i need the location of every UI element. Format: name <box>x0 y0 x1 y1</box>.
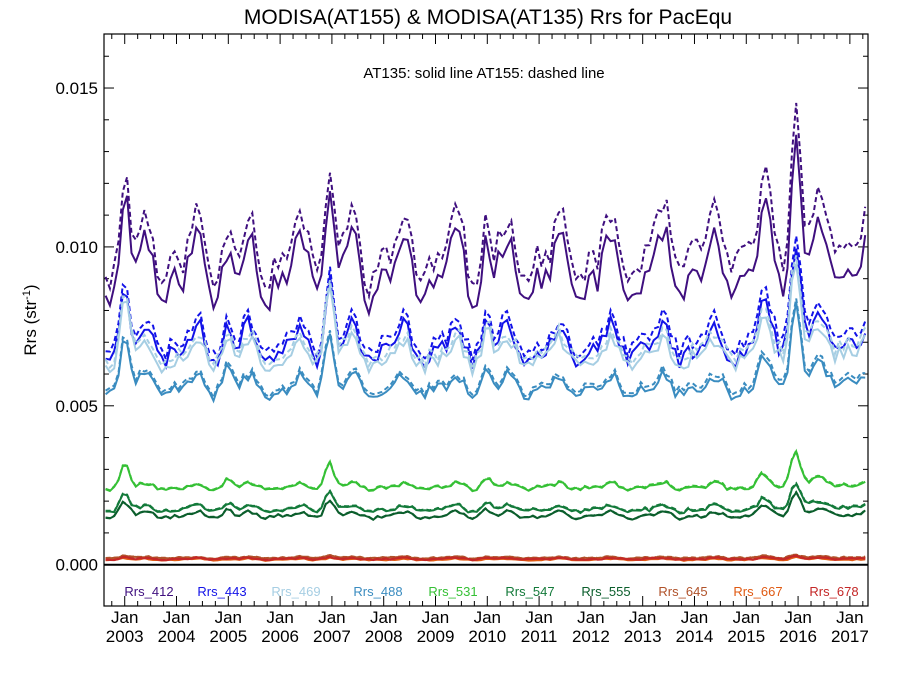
legend-item-rrs-547: Rrs_547 <box>505 584 554 599</box>
legend-item-rrs-555: Rrs_555 <box>581 584 630 599</box>
x-tick-month: Jan <box>525 608 552 627</box>
legend-item-rrs-443: Rrs_443 <box>197 584 246 599</box>
legend: Rrs_412 Rrs_443 Rrs_469 Rrs_488 Rrs_531 Rrs_5… <box>124 584 858 599</box>
x-tick-year: 2008 <box>365 627 403 646</box>
x-tick-year: 2015 <box>727 627 765 646</box>
x-axis: Jan2003Jan2004Jan2005Jan2006Jan2007Jan20… <box>106 34 869 646</box>
x-tick-year: 2005 <box>209 627 247 646</box>
x-tick-month: Jan <box>836 608 863 627</box>
series-line-at135-rrs-678 <box>105 554 866 562</box>
y-axis-label-close: ) <box>21 284 40 290</box>
x-tick-year: 2003 <box>106 627 144 646</box>
series-line-at155-rrs-412 <box>104 102 867 301</box>
y-axis-label-sup: -1 <box>21 290 33 300</box>
series-line-at135-rrs-488 <box>104 302 866 404</box>
x-tick-year: 2010 <box>468 627 506 646</box>
y-tick-label: 0.010 <box>55 238 98 257</box>
legend-item-rrs-531: Rrs_531 <box>428 584 477 599</box>
y-tick-label: 0.015 <box>55 79 98 98</box>
series-line-at155-rrs-443 <box>105 235 867 363</box>
legend-item-rrs-469: Rrs_469 <box>271 584 320 599</box>
series-line-at135-rrs-531 <box>105 448 866 493</box>
x-tick-month: Jan <box>577 608 604 627</box>
x-tick-month: Jan <box>266 608 293 627</box>
x-tick-year: 2009 <box>417 627 455 646</box>
x-tick-year: 2016 <box>779 627 817 646</box>
legend-item-rrs-678: Rrs_678 <box>809 584 858 599</box>
series-lines <box>104 102 867 562</box>
legend-item-rrs-488: Rrs_488 <box>353 584 402 599</box>
x-tick-month: Jan <box>163 608 190 627</box>
series-line-at135-rrs-547 <box>105 482 866 515</box>
x-tick-month: Jan <box>474 608 501 627</box>
x-tick-month: Jan <box>422 608 449 627</box>
x-tick-month: Jan <box>370 608 397 627</box>
x-tick-month: Jan <box>733 608 760 627</box>
x-tick-year: 2014 <box>676 627 714 646</box>
x-tick-year: 2004 <box>158 627 196 646</box>
series-line-at135-rrs-469 <box>104 263 867 379</box>
series-line-at135-rrs-412 <box>104 134 867 318</box>
series-line-at155-rrs-488 <box>105 298 866 401</box>
legend-item-rrs-412: Rrs_412 <box>124 584 173 599</box>
x-tick-year: 2017 <box>831 627 869 646</box>
x-tick-year: 2006 <box>261 627 299 646</box>
chart-title: MODISA(AT155) & MODISA(AT135) Rrs for Pa… <box>244 6 732 29</box>
x-tick-month: Jan <box>215 608 242 627</box>
series-line-at135-rrs-555 <box>105 490 866 522</box>
x-tick-month: Jan <box>784 608 811 627</box>
y-tick-label: 0.005 <box>55 397 98 416</box>
x-tick-year: 2013 <box>624 627 662 646</box>
legend-item-rrs-645: Rrs_645 <box>658 584 707 599</box>
series-line-at155-rrs-531 <box>105 447 866 492</box>
x-tick-year: 2007 <box>313 627 351 646</box>
x-tick-month: Jan <box>681 608 708 627</box>
series-line-at155-rrs-469 <box>104 255 867 374</box>
legend-item-rrs-667: Rrs_667 <box>733 584 782 599</box>
x-tick-month: Jan <box>111 608 138 627</box>
y-tick-label: 0.000 <box>55 556 98 575</box>
x-tick-year: 2012 <box>572 627 610 646</box>
plot-frame <box>103 33 869 607</box>
y-axis: 0.000 0.005 0.010 0.015 <box>55 55 868 575</box>
x-tick-month: Jan <box>629 608 656 627</box>
y-axis-label: Rrs (str-1) <box>21 284 40 355</box>
x-tick-year: 2011 <box>521 627 558 646</box>
y-axis-label-text: Rrs (str <box>21 300 40 356</box>
line-style-annotation: AT135: solid line AT155: dashed line <box>363 65 604 82</box>
x-tick-month: Jan <box>318 608 345 627</box>
